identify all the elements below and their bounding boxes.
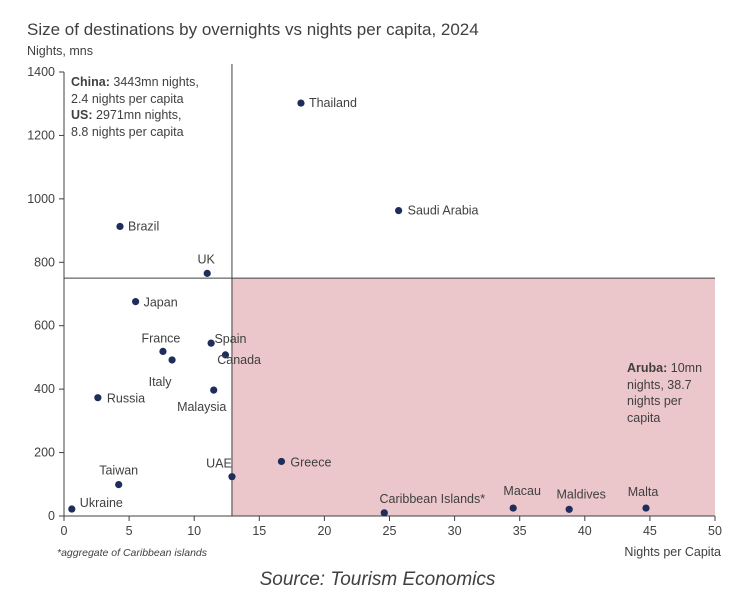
point-france [159,347,167,356]
point-malaysia [210,386,218,394]
point-label-france: France [141,331,180,345]
y-tick-label: 800 [34,255,55,269]
x-tick-label: 40 [578,524,592,538]
x-tick-label: 30 [448,524,462,538]
x-tick-label: 50 [708,524,722,538]
y-tick-label: 1000 [27,192,55,206]
y-tick-label: 600 [34,319,55,333]
point-label-macau: Macau [503,484,541,498]
point-label-saudi-arabia: Saudi Arabia [408,204,479,218]
x-tick-label: 20 [317,524,331,538]
x-tick-label: 5 [126,524,133,538]
point-taiwan [115,481,123,489]
x-tick-label: 15 [252,524,266,538]
point-brazil [116,222,124,231]
point-uk [203,269,211,277]
y-axis-units-label: Nights, mns [27,44,93,58]
china-annotation-label: China: [71,75,110,89]
y-tick-label: 1400 [27,65,55,79]
point-label-japan: Japan [144,296,178,310]
point-japan [132,298,140,306]
x-tick-label: 45 [643,524,657,538]
point-uae [228,473,236,481]
x-axis-label: Nights per Capita [624,545,721,559]
shaded-region [231,278,715,516]
point-label-ukraine: Ukraine [80,496,123,510]
point-label-malta: Malta [628,485,659,499]
us-annotation-text-1: 2971mn nights, [92,108,182,122]
y-tick-label: 200 [34,446,55,460]
y-tick-label: 400 [34,382,55,396]
y-tick-label: 1200 [27,128,55,142]
x-tick-label: 10 [187,524,201,538]
chart-title: Size of destinations by overnights vs ni… [27,20,479,39]
us-annotation-label: US: [71,108,93,122]
point-label-maldives: Maldives [557,487,606,501]
point-caribbean-islands [380,509,388,517]
point-label-spain: Spain [214,332,246,346]
aruba-annotation: Aruba: 10mn nights, 38.7 nights per capi… [627,360,717,426]
point-canada [207,339,215,347]
point-maldives [565,505,573,513]
point-label-caribbean-islands: Caribbean Islands* [379,492,485,506]
point-ukraine [68,505,76,513]
y-tick-label: 0 [48,509,55,523]
point-malta [642,504,650,512]
point-label-russia: Russia [107,392,145,406]
us-annotation-text-2: 8.8 nights per capita [71,124,184,139]
footnote: *aggregate of Caribbean islands [57,547,208,559]
point-label-thailand: Thailand [309,96,357,110]
point-macau [509,504,517,512]
x-tick-label: 35 [513,524,527,538]
x-tick-label: 0 [61,524,68,538]
china-annotation-text-1: 3443mn nights, [109,75,199,89]
point-spain [221,351,230,359]
x-tick-label: 25 [383,524,397,538]
point-label-greece: Greece [290,455,331,469]
point-label-brazil: Brazil [128,219,159,233]
point-label-italy: Italy [149,375,173,389]
aruba-annotation-label: Aruba: [627,361,668,375]
china-annotation-text-2: 2.4 nights per capita [71,91,184,106]
china-us-annotation: China: 3443mn nights, 2.4 nights per cap… [71,74,221,140]
point-label-canada: Canada [217,353,261,367]
point-label-taiwan: Taiwan [99,464,138,478]
point-greece [277,457,286,466]
source-note: Source: Tourism Economics [259,569,496,590]
point-label-uk: UK [198,252,216,266]
point-russia [94,394,102,402]
point-label-malaysia: Malaysia [177,400,226,414]
point-label-uae: UAE [206,457,232,471]
aruba-annotation-text: 10mn nights, 38.7 nights per capita [627,361,703,425]
point-thailand [297,99,305,107]
point-italy [168,356,176,364]
point-saudi-arabia [395,206,403,215]
